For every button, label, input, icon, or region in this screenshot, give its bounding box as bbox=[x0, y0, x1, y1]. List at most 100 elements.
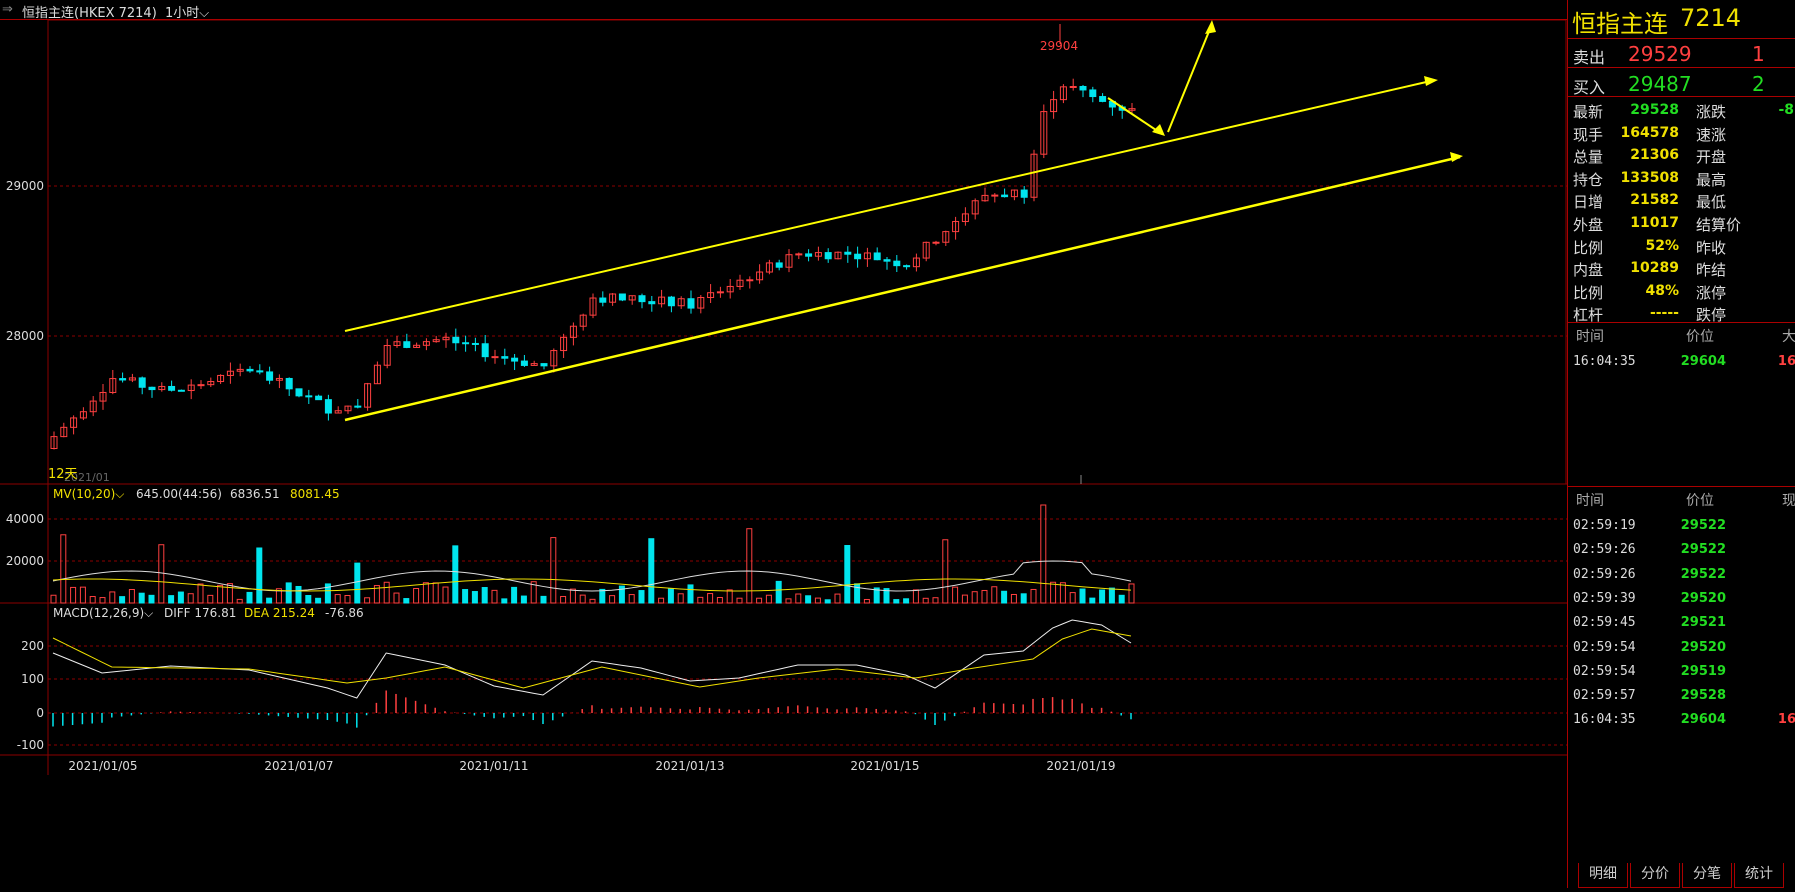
date-overlay: 2021/01 bbox=[64, 471, 110, 484]
mv-value-1: 645.00(44:56) bbox=[136, 487, 222, 501]
stat-row: 最新 29528 涨跌 -8 bbox=[1568, 101, 1795, 123]
volume-bar bbox=[1030, 588, 1037, 604]
volume-bar bbox=[560, 595, 567, 604]
volume-bar bbox=[99, 597, 106, 604]
kline-chart[interactable]: 29000 28000 40000 20000 200 100 0 -100 2021/01/0… bbox=[0, 19, 1567, 888]
stat-label: 比例 bbox=[1573, 283, 1604, 302]
volume-bar bbox=[618, 585, 625, 604]
volume-bar bbox=[60, 534, 67, 604]
window-menu-icon[interactable]: ⇒ bbox=[2, 2, 13, 17]
macd-dea: DEA 215.24 bbox=[244, 606, 315, 620]
volume-bar bbox=[413, 588, 420, 604]
candle-body bbox=[569, 325, 577, 338]
tick-row[interactable]: 02:59:54 29520 bbox=[1568, 640, 1795, 666]
tick-row[interactable]: 02:59:26 29522 bbox=[1568, 567, 1795, 593]
candle-body bbox=[795, 253, 803, 256]
header-price: 价位 bbox=[1686, 493, 1714, 509]
upper-channel-line bbox=[344, 79, 1436, 332]
volume-bar bbox=[275, 588, 282, 604]
header-time: 时间 bbox=[1576, 493, 1604, 509]
tick-vol: 16 bbox=[1777, 712, 1795, 728]
sell-label: 卖出 bbox=[1573, 48, 1606, 67]
volume-bar bbox=[315, 597, 322, 604]
tick-row[interactable]: 02:59:26 29522 bbox=[1568, 542, 1795, 568]
tab-3[interactable]: 统计 bbox=[1734, 863, 1784, 888]
stat-row: 比例 48% 涨停 bbox=[1568, 282, 1795, 304]
volume-bar bbox=[569, 588, 576, 604]
stat-label-2: 涨跌 bbox=[1696, 103, 1727, 121]
candle-body bbox=[540, 363, 548, 367]
candle-body bbox=[1020, 189, 1028, 198]
tab-2[interactable]: 分笔 bbox=[1682, 863, 1732, 888]
tab-1[interactable]: 分价 bbox=[1630, 863, 1680, 888]
volume-bar bbox=[236, 598, 243, 604]
period-selector[interactable]: 1小时⌵ bbox=[165, 6, 210, 21]
mv-value-2: 6836.51 bbox=[230, 487, 280, 501]
header-vol: 现 bbox=[1782, 493, 1795, 509]
stat-value: 29528 bbox=[1630, 102, 1679, 118]
volume-bar bbox=[961, 594, 968, 604]
candle-body bbox=[579, 314, 587, 327]
candle-body bbox=[814, 252, 822, 257]
tick-time: 02:59:39 bbox=[1573, 590, 1636, 606]
candle-body bbox=[520, 360, 528, 366]
tick-row[interactable]: 16:04:35 29604 16 bbox=[1568, 354, 1795, 380]
candle-body bbox=[334, 410, 342, 414]
volume-bar bbox=[775, 580, 782, 604]
title-bar: ⇒ 恒指主连(HKEX 7214) 1小时⌵ bbox=[0, 0, 1567, 21]
volume-bar bbox=[422, 582, 429, 604]
tick-row[interactable]: 16:04:35 29604 16 bbox=[1568, 712, 1795, 738]
macd-title[interactable]: MACD(12,26,9)⌵ bbox=[53, 606, 153, 620]
candle-body bbox=[148, 386, 156, 391]
volume-bar bbox=[70, 586, 77, 604]
stat-label-2: 跌停 bbox=[1696, 306, 1727, 325]
volume-tick-label: 40000 bbox=[6, 512, 44, 526]
main-panel-frame bbox=[47, 19, 1567, 485]
stat-value: 48% bbox=[1645, 282, 1679, 299]
tick-row[interactable]: 02:59:57 29528 bbox=[1568, 688, 1795, 714]
candle-body bbox=[609, 293, 617, 303]
mv-title[interactable]: MV(10,20)⌵ bbox=[53, 487, 124, 501]
candle-body bbox=[305, 395, 313, 398]
stat-label: 内盘 bbox=[1573, 261, 1604, 280]
tick-row[interactable]: 02:59:45 29521 bbox=[1568, 615, 1795, 641]
volume-bar bbox=[952, 586, 959, 604]
tick-row[interactable]: 02:59:19 29522 bbox=[1568, 518, 1795, 544]
stat-value: 133508 bbox=[1620, 169, 1679, 186]
volume-bar bbox=[795, 593, 802, 604]
tick-vol: 16 bbox=[1777, 354, 1795, 369]
instrument-title: 恒指主连(HKEX 7214) bbox=[22, 6, 157, 21]
stat-label-2: 开盘 bbox=[1696, 148, 1727, 167]
chart-area[interactable]: 29000 28000 40000 20000 200 100 0 -100 2021/01/0… bbox=[0, 19, 1567, 888]
stat-label: 总量 bbox=[1573, 148, 1604, 167]
tick-time: 02:59:19 bbox=[1573, 518, 1636, 533]
macd-tick-label: 0 bbox=[36, 706, 44, 720]
stat-label: 最新 bbox=[1573, 103, 1604, 121]
volume-bar bbox=[1099, 589, 1106, 604]
candle-body bbox=[285, 377, 293, 390]
tick-price: 29522 bbox=[1680, 518, 1726, 533]
volume-bar bbox=[511, 586, 518, 604]
candle-body bbox=[442, 336, 450, 341]
candle-body bbox=[70, 417, 78, 428]
candle-body bbox=[805, 253, 813, 257]
tab-0[interactable]: 明细 bbox=[1578, 863, 1628, 888]
volume-bar bbox=[501, 598, 508, 604]
volume-bar bbox=[628, 594, 635, 604]
candle-body bbox=[932, 241, 940, 244]
stat-label: 外盘 bbox=[1573, 216, 1604, 234]
high-price-label: 29904 bbox=[1040, 39, 1078, 53]
macd-value: -76.86 bbox=[325, 606, 364, 620]
mv-value-3: 8081.45 bbox=[290, 487, 340, 501]
volume-bar bbox=[716, 597, 723, 604]
volume-bar bbox=[128, 589, 135, 604]
candle-body bbox=[89, 400, 97, 413]
volume-bar bbox=[197, 583, 204, 604]
candle-body bbox=[481, 343, 489, 358]
volume-bar bbox=[109, 591, 116, 604]
candle-body bbox=[491, 356, 499, 359]
tick-row[interactable]: 02:59:39 29520 bbox=[1568, 591, 1795, 617]
candle-body bbox=[756, 271, 764, 281]
tick-row[interactable]: 02:59:54 29519 bbox=[1568, 664, 1795, 690]
date-tick-label: 2021/01/15 bbox=[850, 759, 919, 773]
